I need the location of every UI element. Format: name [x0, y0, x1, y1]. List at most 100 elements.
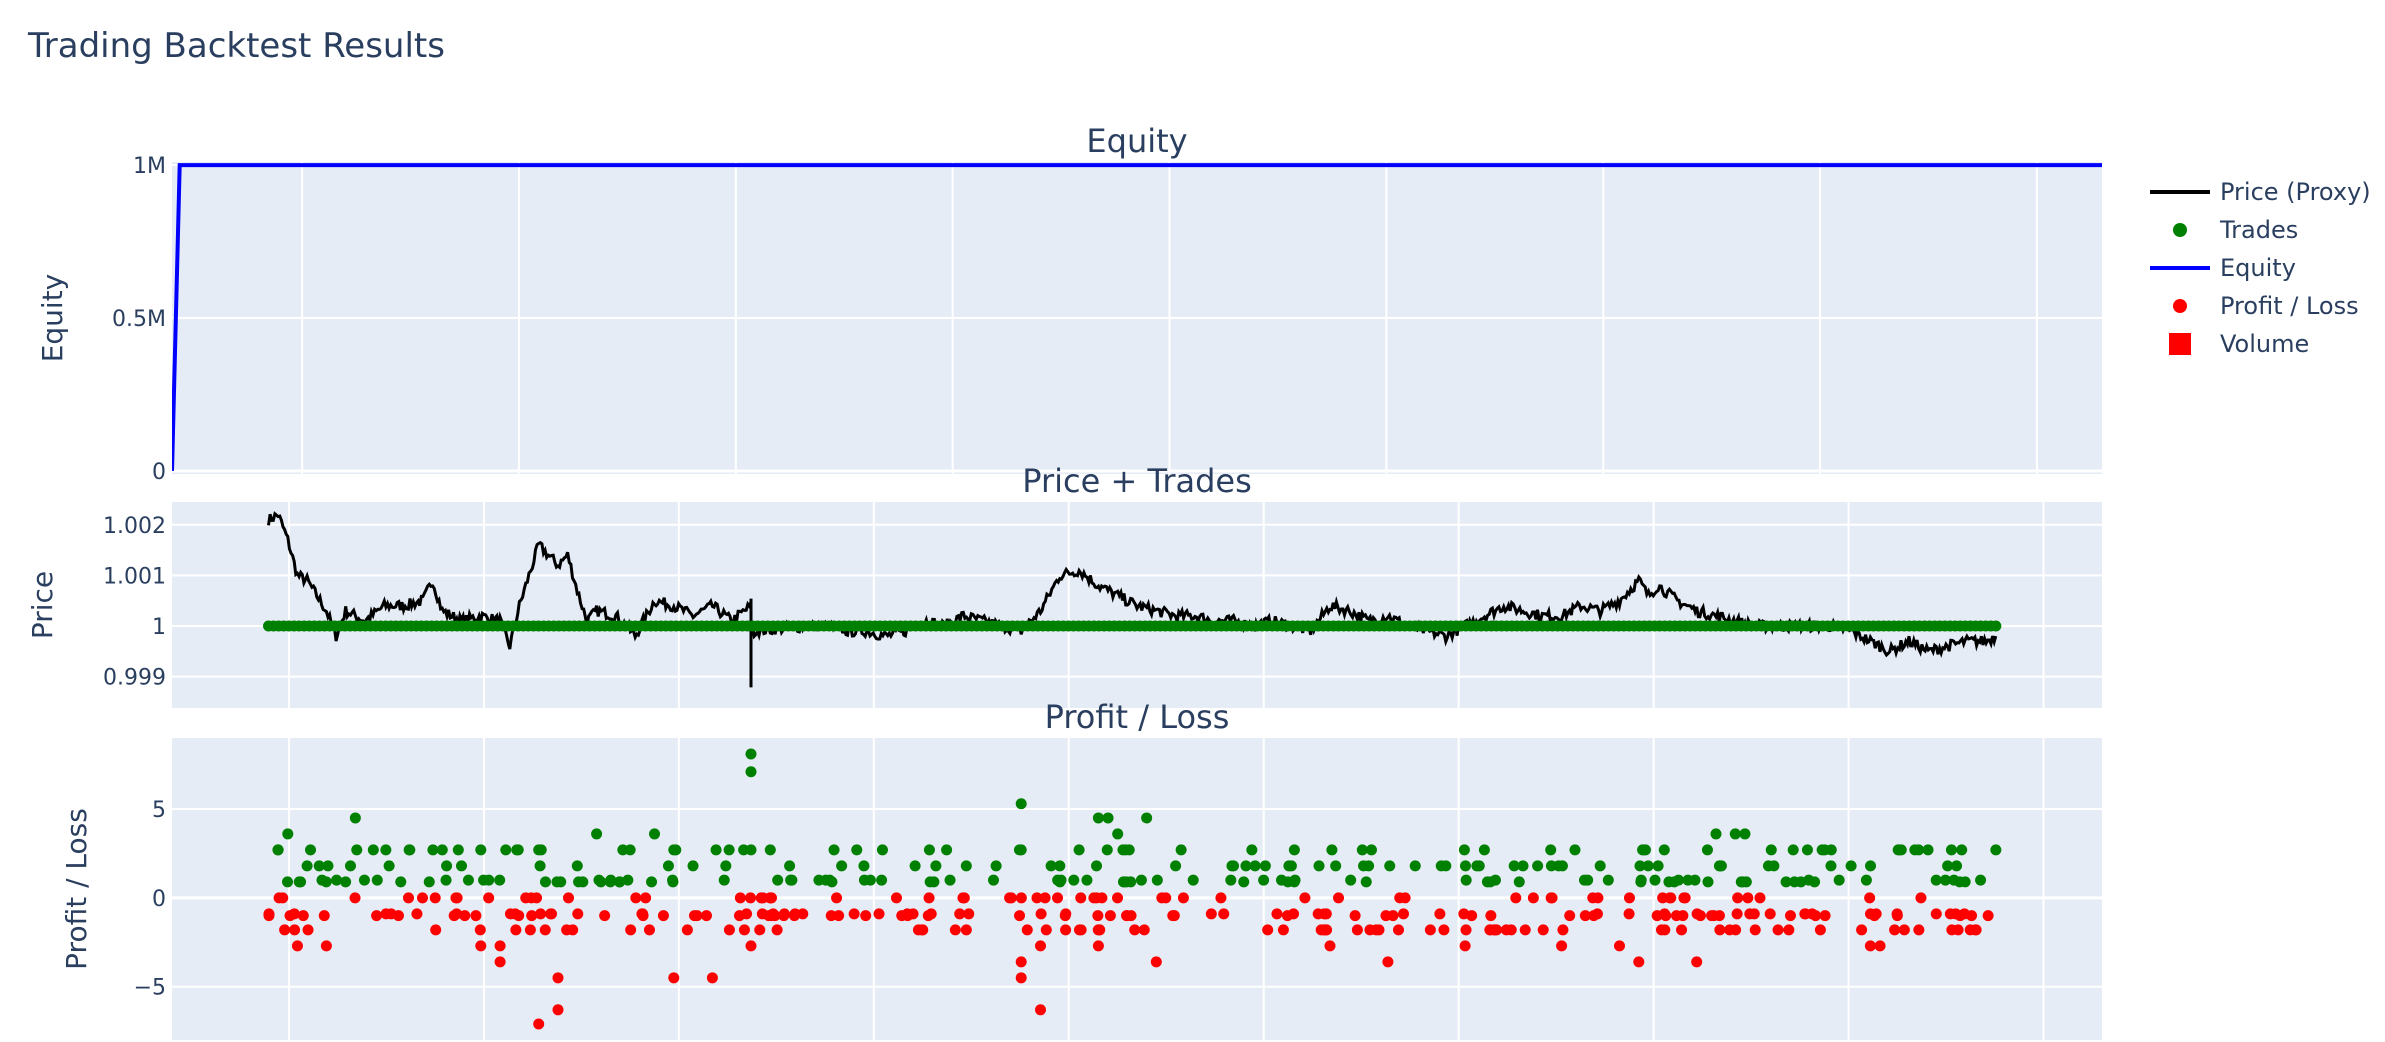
pl-point: [1951, 860, 1963, 872]
pl-point: [1175, 844, 1187, 856]
pl-point: [1399, 892, 1411, 904]
pl-point: [1238, 876, 1250, 888]
pl-point: [640, 892, 652, 904]
y-axis-label: Equity: [36, 274, 69, 363]
pl-point: [1922, 844, 1934, 856]
pl-point: [1458, 844, 1470, 856]
subplot-3: −5 0 5 Profit / Loss Profit / Loss: [60, 698, 2102, 1040]
pl-point: [282, 876, 294, 888]
pl-point: [941, 844, 953, 856]
pl-point: [577, 876, 589, 888]
pl-point: [1060, 924, 1072, 936]
pl-point: [441, 860, 453, 872]
pl-point: [331, 874, 343, 886]
trade-point: [1990, 620, 2002, 632]
pl-point: [1312, 908, 1324, 920]
pl-point: [395, 876, 407, 888]
pl-point: [778, 908, 790, 920]
subplot-2: 0.999 1 1.001 1.002 Price + Trades Price: [26, 462, 2102, 708]
pl-point: [954, 908, 966, 920]
pl-point: [1326, 844, 1338, 856]
pl-point: [263, 910, 275, 922]
pl-point: [1545, 844, 1557, 856]
pl-point: [1365, 844, 1377, 856]
pl-point: [371, 874, 383, 886]
pl-point: [371, 910, 383, 922]
pl-point: [909, 860, 921, 872]
pl-point: [1889, 924, 1901, 936]
pl-point: [1825, 844, 1837, 856]
pl-point: [509, 908, 521, 920]
pl-point: [1299, 892, 1311, 904]
pl-point: [745, 766, 757, 778]
pl-point: [1732, 892, 1744, 904]
pl-point: [958, 892, 970, 904]
pl-point: [1652, 860, 1664, 872]
pl-point: [745, 844, 757, 856]
pl-point: [1505, 924, 1517, 936]
pl-point: [1714, 924, 1726, 936]
pl-point: [1215, 892, 1227, 904]
pl-point: [1387, 910, 1399, 922]
pl-point: [1484, 924, 1496, 936]
pl-point: [1081, 874, 1093, 886]
pl-point: [591, 828, 603, 840]
pl-point: [1594, 860, 1606, 872]
y-tick-label: −5: [134, 976, 166, 1001]
pl-point: [340, 876, 352, 888]
legend-item[interactable]: Equity: [2150, 254, 2296, 282]
pl-point: [320, 940, 332, 952]
legend-label: Trades: [2219, 216, 2298, 244]
pl-point: [1073, 844, 1085, 856]
pl-point: [1356, 844, 1368, 856]
y-tick-label: 1: [152, 615, 166, 640]
pl-point: [657, 910, 669, 922]
legend-item[interactable]: Price (Proxy): [2150, 178, 2371, 206]
pl-point: [1588, 910, 1600, 922]
legend-item[interactable]: Profit / Loss: [2173, 292, 2359, 320]
pl-point: [923, 892, 935, 904]
legend-item[interactable]: Trades: [2173, 216, 2298, 244]
pl-point: [1398, 908, 1410, 920]
pl-point: [1803, 874, 1815, 886]
pl-point: [462, 874, 474, 886]
pl-point: [1930, 908, 1942, 920]
legend-square-icon: [2169, 333, 2191, 355]
pl-point: [1729, 828, 1741, 840]
pl-point: [1409, 860, 1421, 872]
pl-point: [1623, 892, 1635, 904]
subplot-1: 0 0.5M 1M Equity Equity: [36, 122, 2102, 485]
pl-point: [649, 828, 660, 840]
pl-point: [1093, 924, 1105, 936]
pl-point: [430, 924, 442, 936]
legend-item[interactable]: Volume: [2169, 330, 2309, 358]
y-axis-label: Price: [26, 571, 59, 639]
equity-line: [172, 163, 2102, 471]
pl-point: [1569, 844, 1581, 856]
pl-point: [617, 844, 629, 856]
pl-point: [1005, 892, 1017, 904]
pl-point: [291, 940, 303, 952]
pl-point: [1860, 874, 1872, 886]
pl-point: [681, 924, 693, 936]
pl-point: [1460, 924, 1472, 936]
pl-point: [322, 860, 334, 872]
pl-point: [301, 860, 313, 872]
pl-point: [1460, 874, 1472, 886]
pl-point: [1739, 828, 1751, 840]
pl-point: [1281, 910, 1293, 922]
pl-point: [1473, 860, 1485, 872]
subplot-title: Profit / Loss: [1045, 698, 1230, 736]
pl-point: [1015, 892, 1027, 904]
y-tick-label: 0: [152, 460, 166, 485]
legend-label: Volume: [2220, 330, 2309, 358]
y-tick-label: 0.999: [103, 666, 166, 691]
pl-point: [1225, 874, 1237, 886]
pl-point: [625, 924, 637, 936]
pl-point: [667, 876, 679, 888]
pl-point: [1035, 940, 1046, 952]
pl-point: [662, 860, 674, 872]
pl-point: [1351, 924, 1363, 936]
pl-point: [858, 860, 870, 872]
pl-point: [1092, 910, 1104, 922]
